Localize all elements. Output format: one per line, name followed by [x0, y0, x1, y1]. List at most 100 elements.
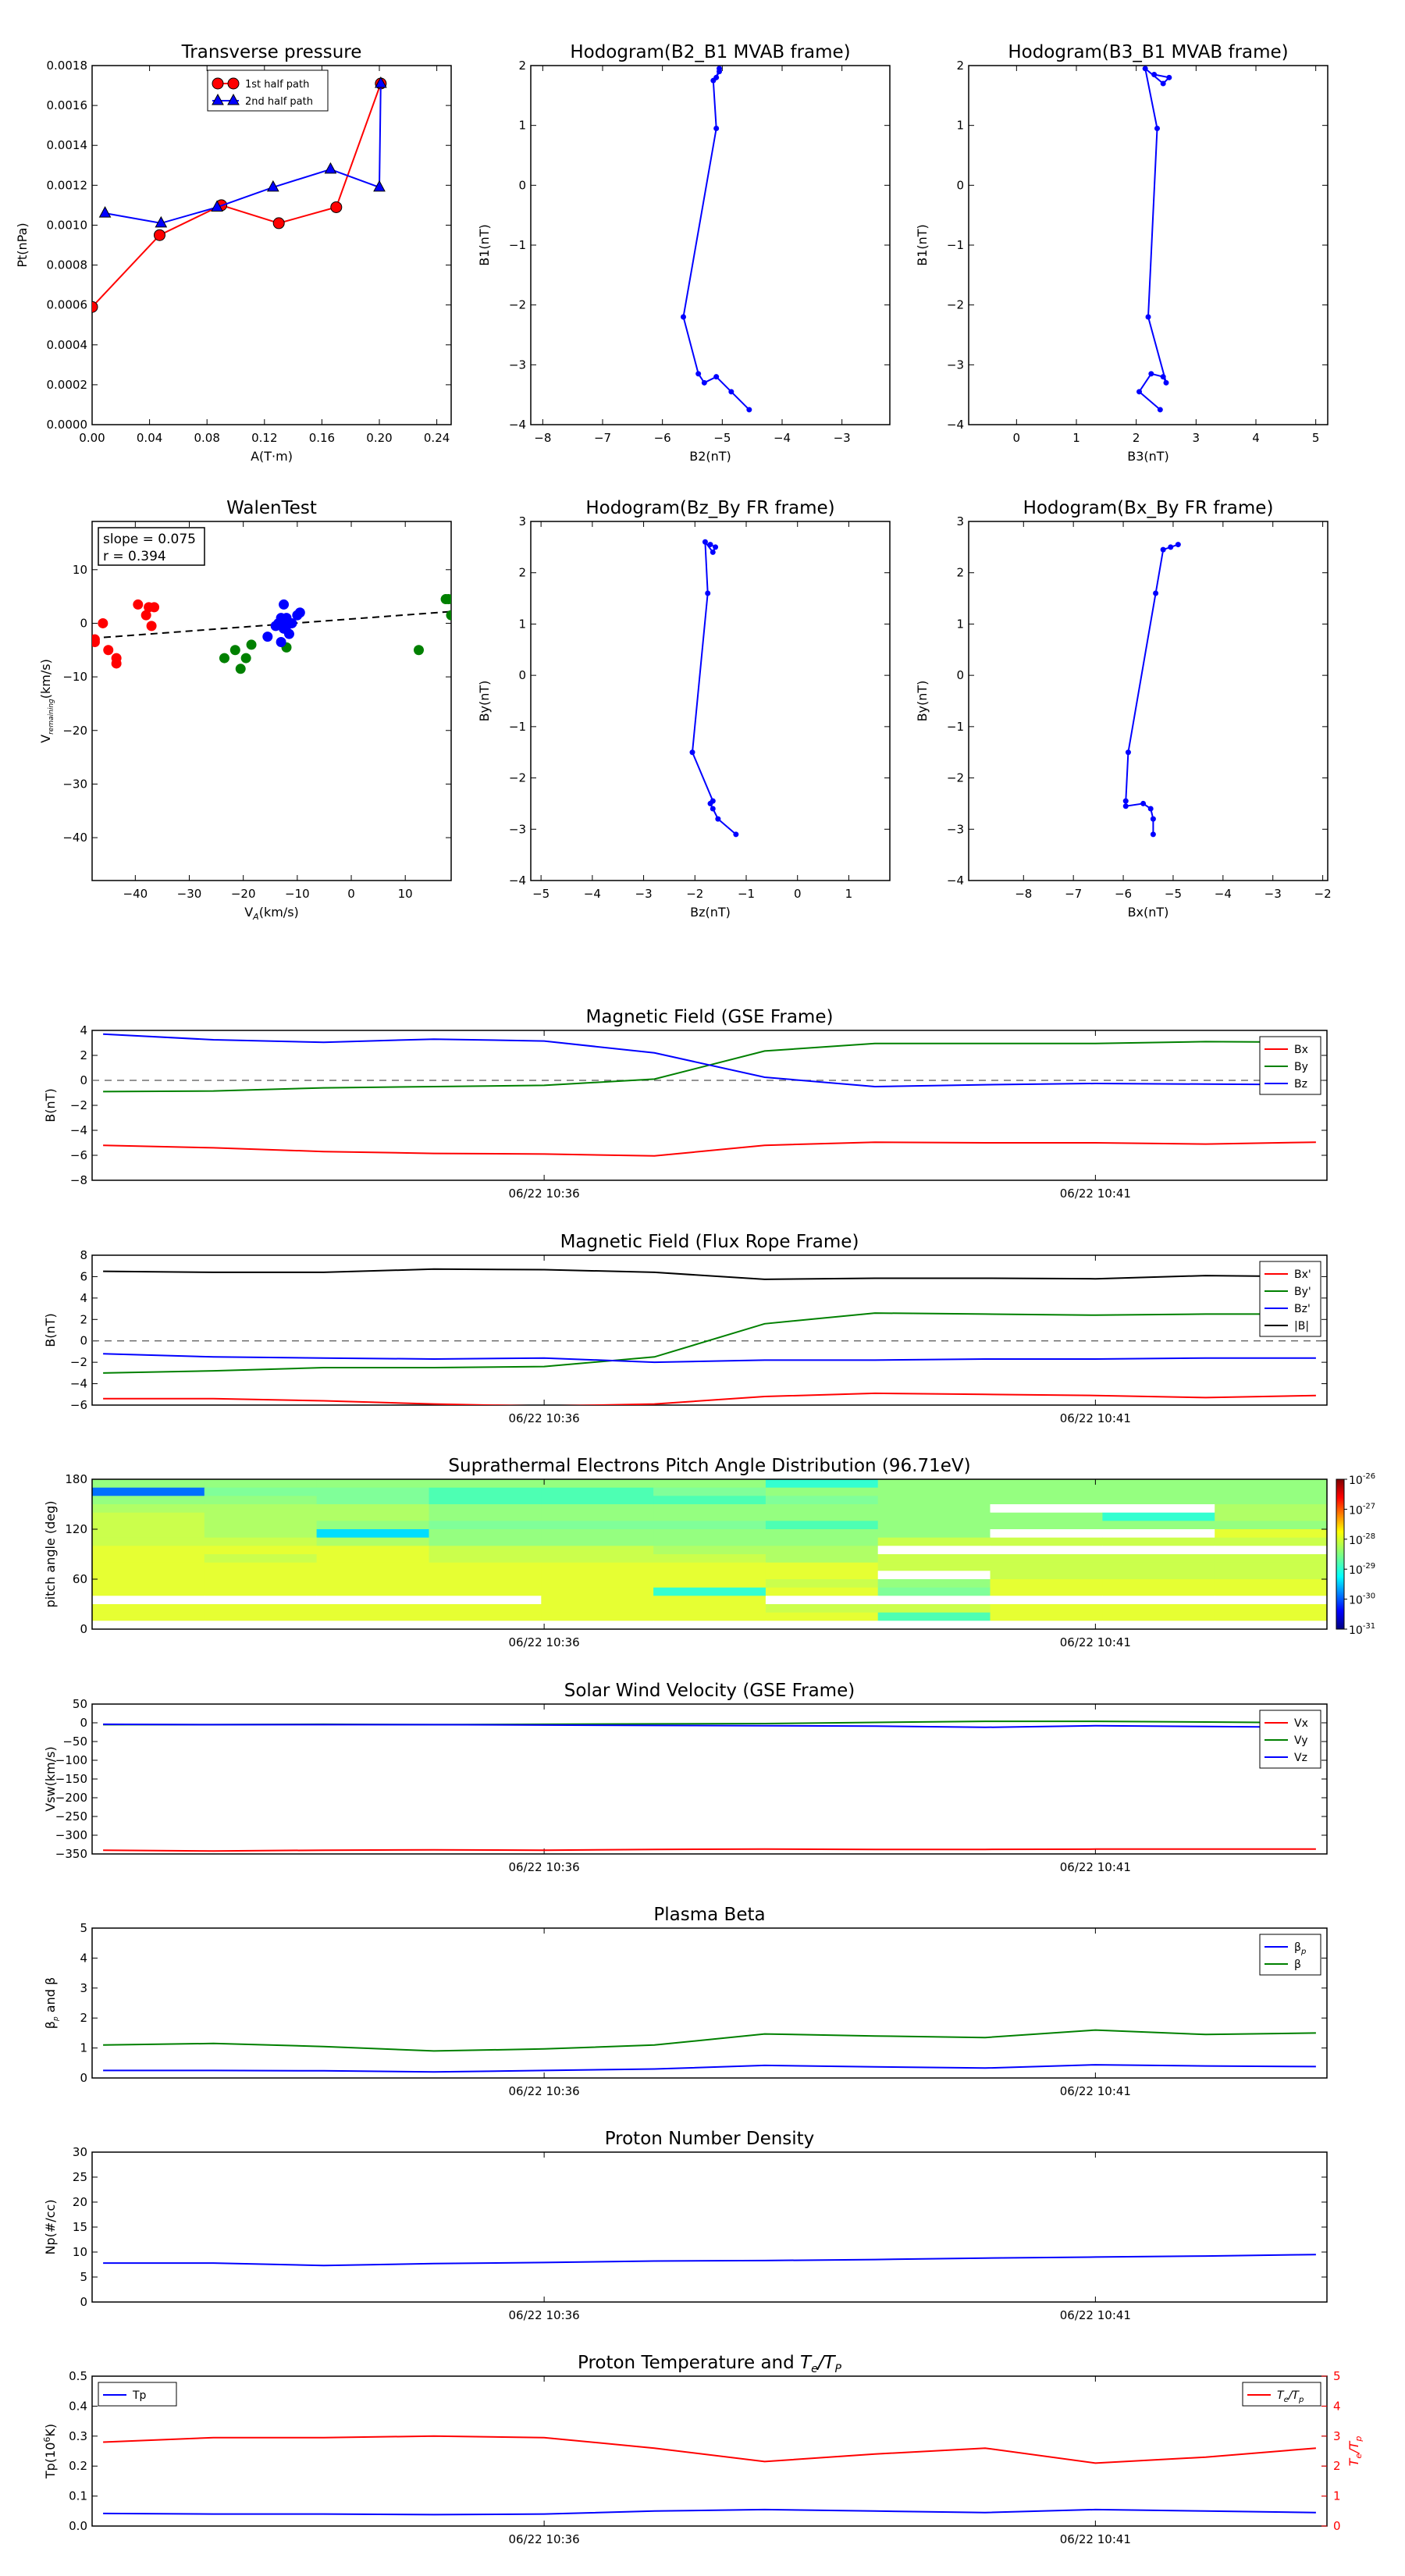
heatmap-cell: [541, 1546, 654, 1555]
h4-frame: [968, 521, 1329, 881]
heatmap-cell: [1102, 1546, 1215, 1555]
data-point: [1157, 407, 1163, 413]
y2-tick-label: 3: [1333, 2429, 1341, 2443]
beta-title: Plasma Beta: [653, 1905, 765, 1925]
heatmap-cell: [541, 1504, 654, 1514]
walen-ylabel-tail: (km/s): [38, 659, 53, 699]
heatmap-cell: [429, 1554, 542, 1564]
h3-ylabel: By(nT): [477, 681, 492, 722]
temp-title-sub2: P: [835, 2363, 842, 2375]
heatmap-cell: [1102, 1529, 1215, 1539]
heatmap-cell: [1102, 1587, 1215, 1596]
heatmap-cell: [541, 1571, 654, 1580]
y-tick-label: 0.0006: [47, 298, 88, 312]
y-tick-label: 1: [518, 119, 526, 133]
data-point: [1150, 816, 1156, 822]
data-point: [451, 575, 461, 585]
heatmap-cell: [1215, 1571, 1328, 1580]
data-point: [1136, 389, 1142, 395]
y-tick-label: −100: [55, 1753, 87, 1767]
heatmap-cell: [429, 1587, 542, 1596]
colorbar: [1336, 1478, 1345, 1630]
heatmap-cell: [1215, 1487, 1328, 1496]
y-tick-label: −200: [55, 1791, 87, 1805]
y-tick-label: 20: [73, 2195, 87, 2209]
data-point: [133, 599, 144, 610]
legend-marker: [227, 93, 240, 105]
heatmap-cell: [877, 1604, 991, 1614]
heatmap-cell: [1102, 1479, 1215, 1489]
y-tick-label: −1: [947, 238, 964, 252]
data-point: [1148, 371, 1154, 377]
heatmap-cell: [204, 1521, 318, 1530]
h3-frame: [530, 521, 891, 881]
heatmap-cell: [653, 1562, 767, 1571]
data-point: [728, 389, 735, 395]
temp-ylabel-tail: K): [43, 2424, 58, 2437]
y-tick-label: 0: [80, 2071, 87, 2085]
x-tick-label: 0: [794, 887, 802, 901]
data-point: [375, 76, 387, 88]
bfr-title: Magnetic Field (Flux Rope Frame): [560, 1232, 859, 1252]
series-line-T-1: [103, 2435, 1316, 2464]
heatmap-cell: [1102, 1496, 1215, 1505]
heatmap-cell: [765, 1496, 879, 1505]
heatmap-cell: [204, 1496, 318, 1505]
legend-box: [207, 69, 329, 112]
x-tick-label: 4: [1252, 431, 1260, 445]
heatmap-cell: [429, 1579, 542, 1589]
heatmap-cell: [1215, 1604, 1328, 1614]
x-tick-label: 3: [1193, 431, 1200, 445]
heatmap-cell: [429, 1521, 542, 1530]
x-tick-label: −30: [177, 887, 202, 901]
y-tick-label: 5: [80, 1921, 87, 1935]
heatmap-cell: [429, 1546, 542, 1555]
heatmap-cell: [877, 1496, 991, 1505]
heatmap-cell: [1102, 1612, 1215, 1621]
x-tick-label: 0.24: [424, 431, 450, 445]
pad-frame: [91, 1478, 1328, 1630]
data-point: [373, 180, 386, 192]
heatmap-cell: [653, 1496, 767, 1505]
annotation-slope: slope = 0.075: [103, 532, 196, 547]
heatmap-cell: [316, 1604, 429, 1614]
h1-plot-area: [681, 66, 752, 413]
tp-legend: 1st half path 2nd half path: [207, 69, 329, 112]
heatmap-cell: [765, 1571, 879, 1580]
y2label-slash: /T: [1346, 2440, 1361, 2454]
x-tick-label: −6: [1115, 887, 1132, 901]
heatmap-cell: [877, 1571, 991, 1580]
heatmap-cell: [1102, 1621, 1215, 1630]
y2-tick-label: 2: [1333, 2459, 1341, 2473]
x-tick-label: −1: [738, 887, 755, 901]
walen-ylabel-sub: remaining: [48, 699, 55, 735]
data-point: [111, 658, 122, 669]
data-point: [1122, 798, 1129, 804]
heatmap-cell: [429, 1504, 542, 1514]
y-tick-label: 3: [80, 1981, 87, 1995]
heatmap-cell: [653, 1504, 767, 1514]
x-tick-label: −5: [532, 887, 550, 901]
x-tick-label: −3: [635, 887, 653, 901]
heatmap-cell: [541, 1562, 654, 1571]
heatmap-cell: [653, 1546, 767, 1555]
beta-panel: Plasma Beta 0 1 2 3 4 5 06/22 10:36 06/22 10:41 β…: [43, 1905, 1328, 2098]
heatmap-cell: [877, 1554, 991, 1564]
time-tick-label: 06/22 10:36: [509, 1635, 580, 1649]
y-tick-label: 50: [73, 1697, 87, 1711]
y-tick-label: −4: [509, 418, 526, 432]
data-point: [140, 610, 151, 621]
heatmap-cell: [429, 1604, 542, 1614]
y-tick-label: −6: [70, 1398, 87, 1412]
series-line-By-1: [103, 1312, 1316, 1374]
heatmap-cell: [765, 1537, 879, 1546]
y-tick-label: 4: [80, 1291, 87, 1305]
heatmap-cell: [429, 1596, 542, 1605]
time-tick-label: 06/22 10:36: [509, 1411, 580, 1425]
colorbar-label: 10-29: [1349, 1562, 1375, 1577]
heatmap-cell: [429, 1487, 542, 1496]
heatmap-cell: [316, 1487, 429, 1496]
series-line-Vz-2: [103, 1723, 1316, 1728]
data-point: [1125, 749, 1131, 756]
